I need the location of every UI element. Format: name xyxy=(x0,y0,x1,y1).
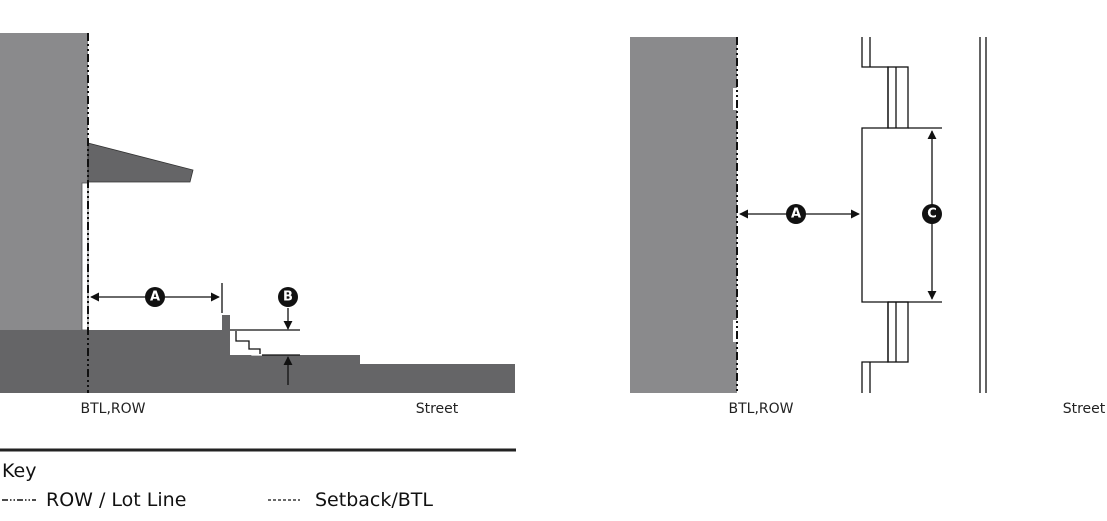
key-label: Setback/BTL xyxy=(315,489,433,511)
badge-text: C xyxy=(927,207,937,222)
badge xyxy=(786,204,806,224)
notch xyxy=(733,88,737,110)
steps-outline xyxy=(235,331,261,354)
plan-diagram: A C BTL,ROW Street xyxy=(630,37,1106,417)
label: BTL,ROW xyxy=(81,401,146,417)
bay xyxy=(887,301,909,363)
key: Key ROW / Lot Line Setback/BTL xyxy=(0,448,516,511)
ground xyxy=(0,315,515,393)
notch xyxy=(733,320,737,342)
badge xyxy=(145,287,165,307)
badge xyxy=(922,204,942,224)
building xyxy=(630,37,737,393)
badge xyxy=(278,287,298,307)
badge-text: B xyxy=(283,290,293,305)
key-label: ROW / Lot Line xyxy=(46,489,186,511)
steps xyxy=(231,330,262,356)
canopy xyxy=(87,142,194,183)
badge-text: A xyxy=(150,290,160,305)
label: BTL,ROW xyxy=(729,401,794,417)
label: Street xyxy=(416,401,459,417)
bay xyxy=(887,66,909,129)
facade xyxy=(861,37,889,393)
badge-text: A xyxy=(791,207,801,222)
key-title: Key xyxy=(2,460,36,482)
label: Street xyxy=(1063,401,1106,417)
section-diagram: A B BTL,ROW Street xyxy=(0,33,515,417)
